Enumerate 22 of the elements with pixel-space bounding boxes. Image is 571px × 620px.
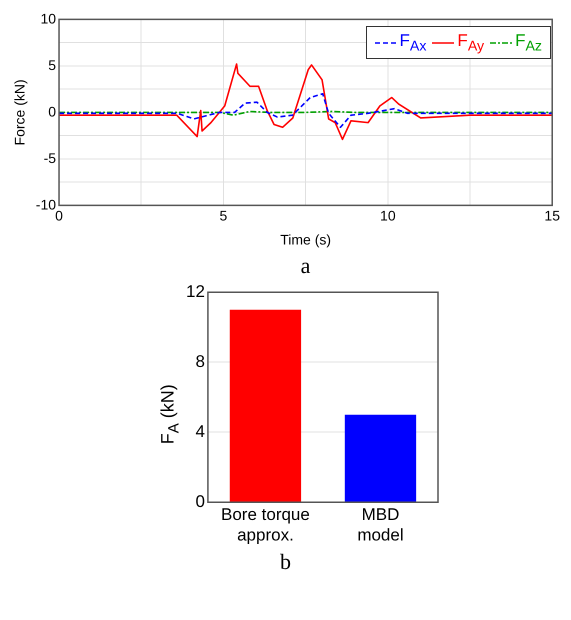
y-tick-label: -5 [44,150,56,166]
x-axis-title: Time (s) [280,231,332,248]
y-tick-label: 5 [48,56,56,73]
legend-label: F$_{Az}$ [515,31,542,54]
x-tick-label: MBD model [357,505,404,544]
legend-label: F$_{Ay}$ [457,31,484,54]
x-tick-label: Bore torque approx. [221,505,310,544]
x-tick-label: 15 [544,208,560,224]
x-tick-label: 10 [380,208,396,224]
text: b [279,549,292,575]
y-tick-label: 0 [195,492,205,511]
y-tick-label: -10 [36,196,56,212]
text: a [300,253,312,279]
y-tick-label: 0 [48,103,56,120]
y-tick-label: 10 [40,10,56,26]
y-tick-label: 8 [195,352,205,371]
y-tick-label: 12 [186,282,205,301]
legend-label: F$_{Ax}$ [400,31,426,54]
y-tick-label: 4 [195,422,205,441]
x-tick-label: 5 [220,208,228,224]
line-series [59,93,552,128]
y-axis-title: Force (kN) [11,79,28,146]
